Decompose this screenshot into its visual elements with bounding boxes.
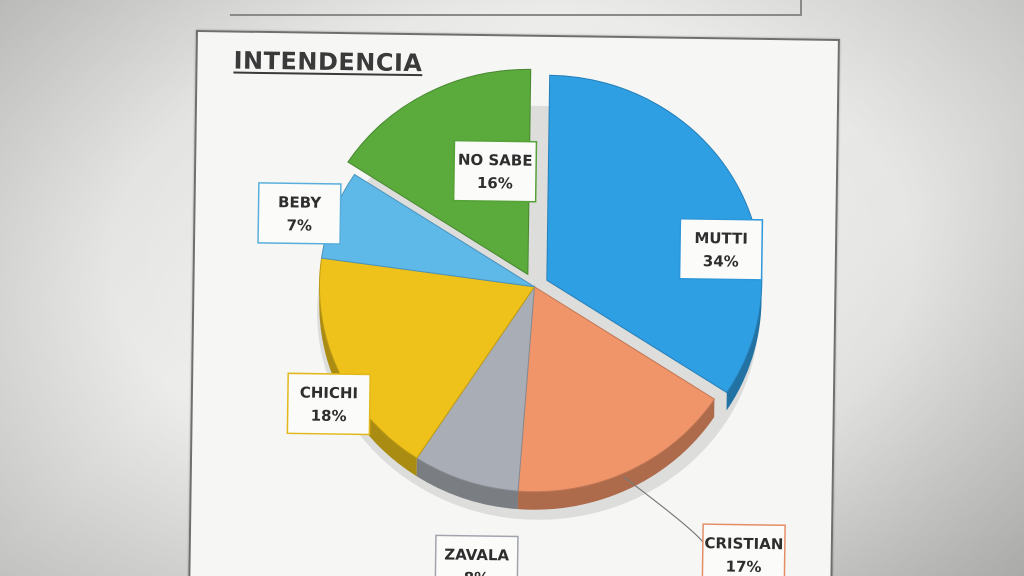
slice-label-mutti: MUTTI 34% [678,218,764,281]
label-value-chichi: 18% [311,407,347,425]
pie-slice-zavala [416,284,536,492]
pie-side-cristian [517,399,715,510]
label-name-no-sabe: NO SABE [458,151,533,170]
pie-side-mutti [726,283,762,411]
chart-card: INTENDENCIA MUTTI34%CRISTIAN17%ZAVALA8%C… [188,30,840,576]
pie-side-zavala [416,458,519,510]
pie-slice-cristian [517,285,716,493]
leader-line-cristian [623,476,704,543]
pie-chart: MUTTI 34% CRISTIAN 17% ZAVALA 8% CHICHI 18% BEBY… [257,68,786,576]
label-box-no-sabe [452,139,538,203]
label-name-cristian: CRISTIAN [704,534,783,553]
pie-slice-mutti [546,74,763,394]
slice-label-no-sabe: NO SABE 16% [452,139,538,203]
previous-chart-edge [230,0,802,16]
label-name-mutti: MUTTI [694,229,748,248]
slice-label-chichi: CHICHI 18% [286,372,371,436]
label-name-beby: BEBY [278,193,323,212]
label-value-beby: 7% [286,216,312,234]
slice-label-cristian: CRISTIAN 17% [623,476,786,576]
label-value-mutti: 34% [703,252,739,270]
slice-label-zavala: ZAVALA 8% [434,534,519,576]
label-box-zavala [434,534,519,576]
label-box-chichi [286,372,371,436]
slice-label-beby: BEBY 7% [257,182,342,245]
pie-slice-no-sabe [347,68,532,276]
label-name-chichi: CHICHI [300,383,359,402]
pie-slice-chichi [319,257,536,459]
label-name-zavala: ZAVALA [444,546,509,565]
label-box-beby [257,182,342,245]
label-box-mutti [678,218,764,281]
label-value-zavala: 8% [464,569,490,576]
label-value-no-sabe: 16% [477,174,513,192]
label-value-cristian: 17% [725,557,761,575]
label-box-cristian [701,523,786,576]
